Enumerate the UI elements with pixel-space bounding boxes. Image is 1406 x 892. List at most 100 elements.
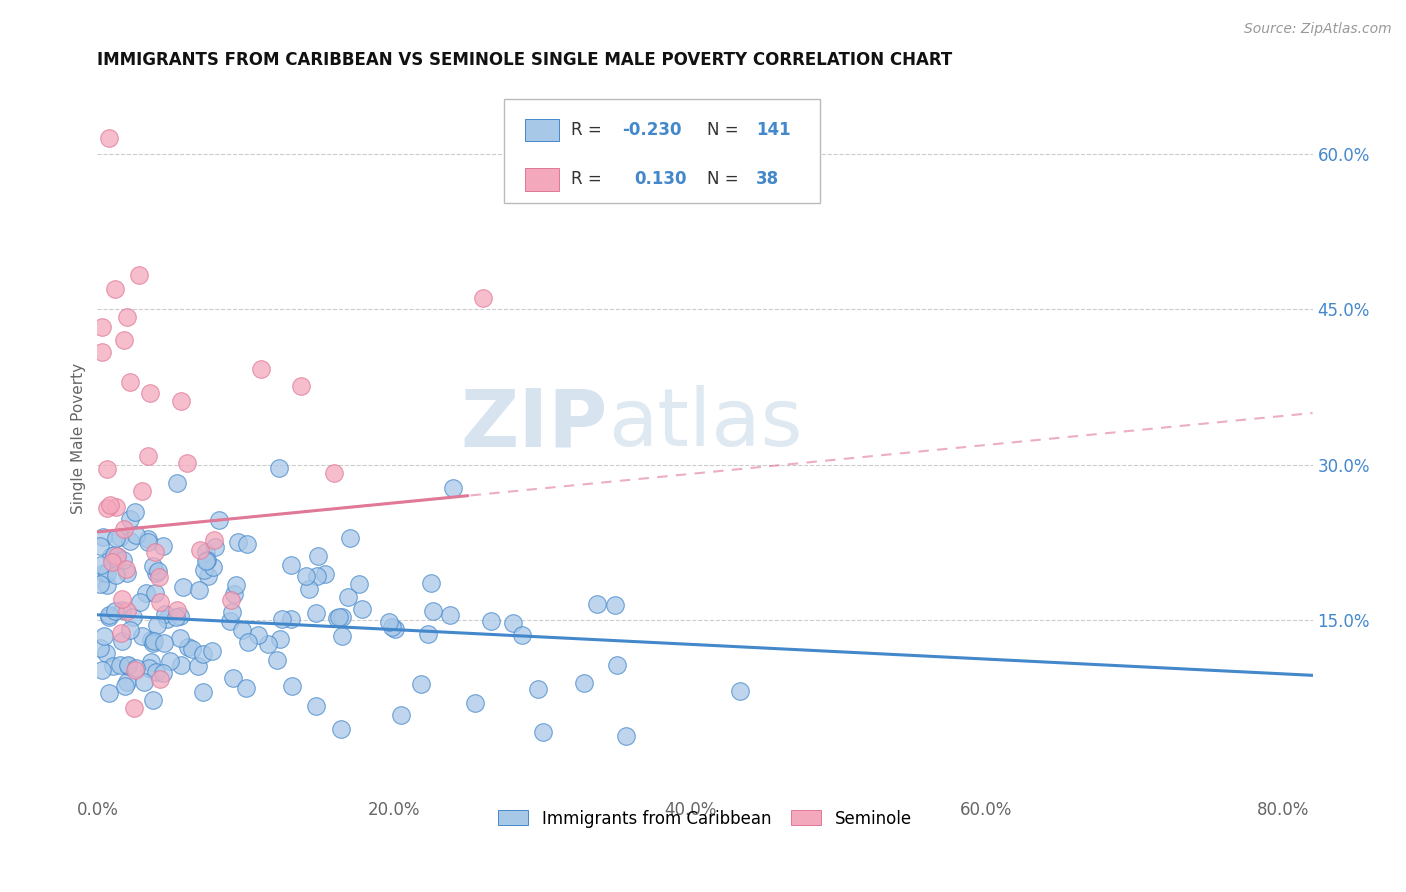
Point [533,725,555,739]
Point [389,708,412,723]
FancyBboxPatch shape [524,119,560,142]
Point [118,375,141,389]
Point [112,523,135,537]
Point [187,659,209,673]
Point [170,657,193,672]
Point [281,679,304,693]
Point [138,660,160,674]
Point [98,131,121,145]
Point [235,681,257,695]
Y-axis label: Single Male Poverty: Single Male Poverty [72,363,86,515]
Point [159,654,181,668]
Point [125,660,148,674]
Point [112,553,135,567]
Point [201,644,224,658]
Point [728,683,751,698]
Text: N =: N = [707,121,744,139]
Point [614,729,637,743]
Point [111,603,134,617]
Point [222,587,245,601]
Point [91,530,114,544]
Point [165,610,187,624]
Point [305,568,328,582]
Point [143,634,166,648]
Text: 38: 38 [756,170,779,188]
Point [96,500,118,515]
Point [166,603,188,617]
Point [266,652,288,666]
Point [96,566,118,581]
Point [221,605,243,619]
Point [606,657,628,672]
Point [236,536,259,550]
Point [409,676,432,690]
Point [169,631,191,645]
Point [97,686,120,700]
Point [114,679,136,693]
Point [153,607,176,621]
Point [280,612,302,626]
Point [128,595,150,609]
Point [93,629,115,643]
Point [131,628,153,642]
Point [91,663,114,677]
Point [510,628,533,642]
Point [101,659,124,673]
Point [221,671,243,685]
Point [104,553,127,567]
Point [193,563,215,577]
Point [225,578,247,592]
Point [115,310,138,324]
Point [89,576,111,591]
Point [226,534,249,549]
Point [280,558,302,572]
Point [115,562,138,576]
Point [97,610,120,624]
Point [103,548,125,562]
Point [221,593,243,607]
Point [314,566,336,581]
Point [202,560,225,574]
Point [603,599,626,613]
Point [142,692,165,706]
Point [90,345,112,359]
Point [422,604,444,618]
Point [124,505,146,519]
Point [108,530,131,544]
Point [378,615,401,629]
Point [586,598,609,612]
Point [166,475,188,490]
Point [145,566,167,581]
Point [172,581,194,595]
Point [90,319,112,334]
Point [290,379,312,393]
Point [120,512,142,526]
Point [195,545,218,559]
Point [308,549,330,564]
Text: R =: R = [571,121,607,139]
Point [108,658,131,673]
Point [148,570,170,584]
Point [117,674,139,689]
Point [191,648,214,662]
Point [305,606,328,620]
Point [100,549,122,563]
Point [170,394,193,409]
Point [89,539,111,553]
Point [527,681,550,696]
Point [247,627,270,641]
Point [142,559,165,574]
Point [339,532,361,546]
Point [330,629,353,643]
Point [149,673,172,687]
Point [441,481,464,495]
Point [208,513,231,527]
Point [439,608,461,623]
Point [202,533,225,548]
Point [197,569,219,583]
Point [118,533,141,548]
Point [136,534,159,549]
Point [169,609,191,624]
Point [156,612,179,626]
Point [219,614,242,628]
